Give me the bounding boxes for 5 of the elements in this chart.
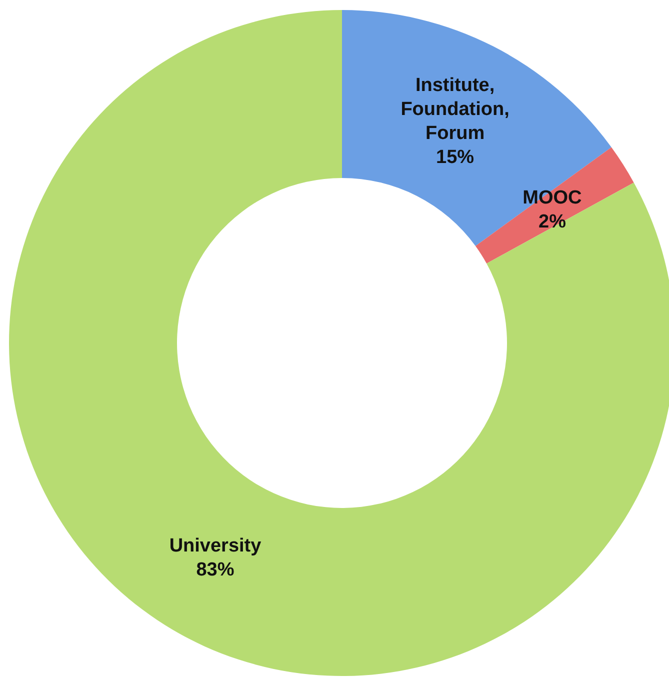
slice-label: University bbox=[169, 534, 262, 556]
data-label: 83% bbox=[196, 558, 234, 580]
data-label: 15% bbox=[436, 146, 474, 168]
slice-label: Institute, Foundation, Forum bbox=[400, 74, 510, 144]
data-label: 2% bbox=[538, 211, 566, 232]
